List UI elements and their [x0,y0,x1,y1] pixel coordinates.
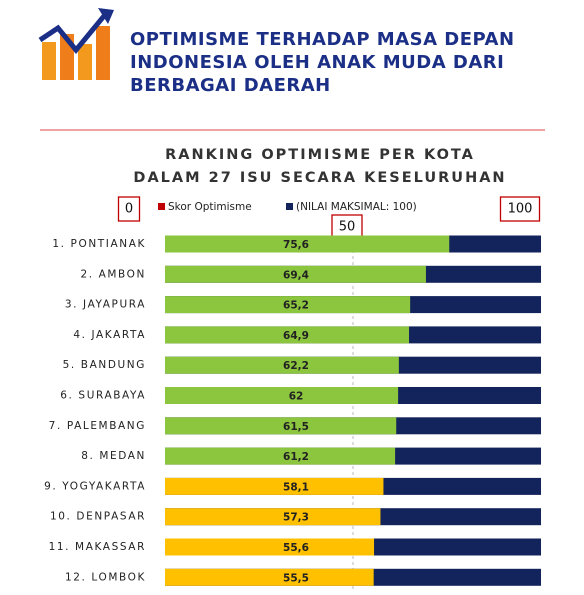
value-label: 55,6 [283,542,309,554]
bar [165,356,399,374]
bar [165,235,450,253]
tick-box [331,214,363,240]
bar [165,265,426,283]
y-tick-label: 7. PALEMBANG [49,420,146,432]
header-title: OPTIMISME TERHADAP MASA DEPAN [130,29,515,50]
chart-title: DALAM 27 ISU SECARA KESELURUHAN [133,170,506,186]
bar [165,296,411,314]
bar [165,387,399,404]
logo [38,8,114,80]
chart-title: RANKING OPTIMISME PER KOTA [165,147,475,163]
value-label: 62,2 [283,360,309,372]
header-title: INDONESIA OLEH ANAK MUDA DARI [130,52,504,73]
x-tick-label: 50 [339,220,356,235]
y-tick-label: 5. BANDUNG [63,359,146,371]
value-label: 75,6 [283,239,309,251]
bar [165,447,396,465]
y-tick-label: 10. DENPASAR [50,511,146,523]
bar [165,508,381,526]
tick-box [117,196,141,222]
header-title: BERBAGAI DAERAH [130,75,331,96]
value-label: 61,2 [283,451,309,463]
legend-label: Skor Optimisme [168,201,252,213]
bar [165,538,375,556]
bar [165,326,410,344]
y-tick-label: 2. AMBON [80,268,146,280]
legend-swatch [158,203,165,210]
value-label: 58,1 [283,481,309,493]
value-label: 64,9 [283,330,309,342]
bar [165,477,384,495]
y-tick-label: 4. JAKARTA [73,329,146,341]
legend-label: (NILAI MAKSIMAL: 100) [296,201,417,213]
y-tick-label: 8. MEDAN [81,450,146,462]
value-label: 69,4 [283,269,309,281]
bar [165,417,397,435]
value-label: 57,3 [283,512,309,524]
value-label: 61,5 [283,421,309,433]
x-tick-label: 100 [508,202,533,217]
bar [165,568,374,586]
value-label: 65,2 [283,300,309,312]
value-label: 62 [289,391,304,403]
y-tick-label: 12. LOMBOK [65,571,146,583]
y-tick-label: 3. JAYAPURA [65,299,146,311]
y-tick-label: 6. SURABAYA [60,390,146,402]
y-tick-label: 11. MAKASSAR [49,541,146,553]
legend-swatch [286,203,293,210]
x-tick-label: 0 [125,202,133,217]
tick-box [499,196,541,222]
value-label: 55,5 [283,572,309,584]
y-tick-label: 9. YOGYAKARTA [44,480,146,492]
y-tick-label: 1. PONTIANAK [52,238,146,250]
